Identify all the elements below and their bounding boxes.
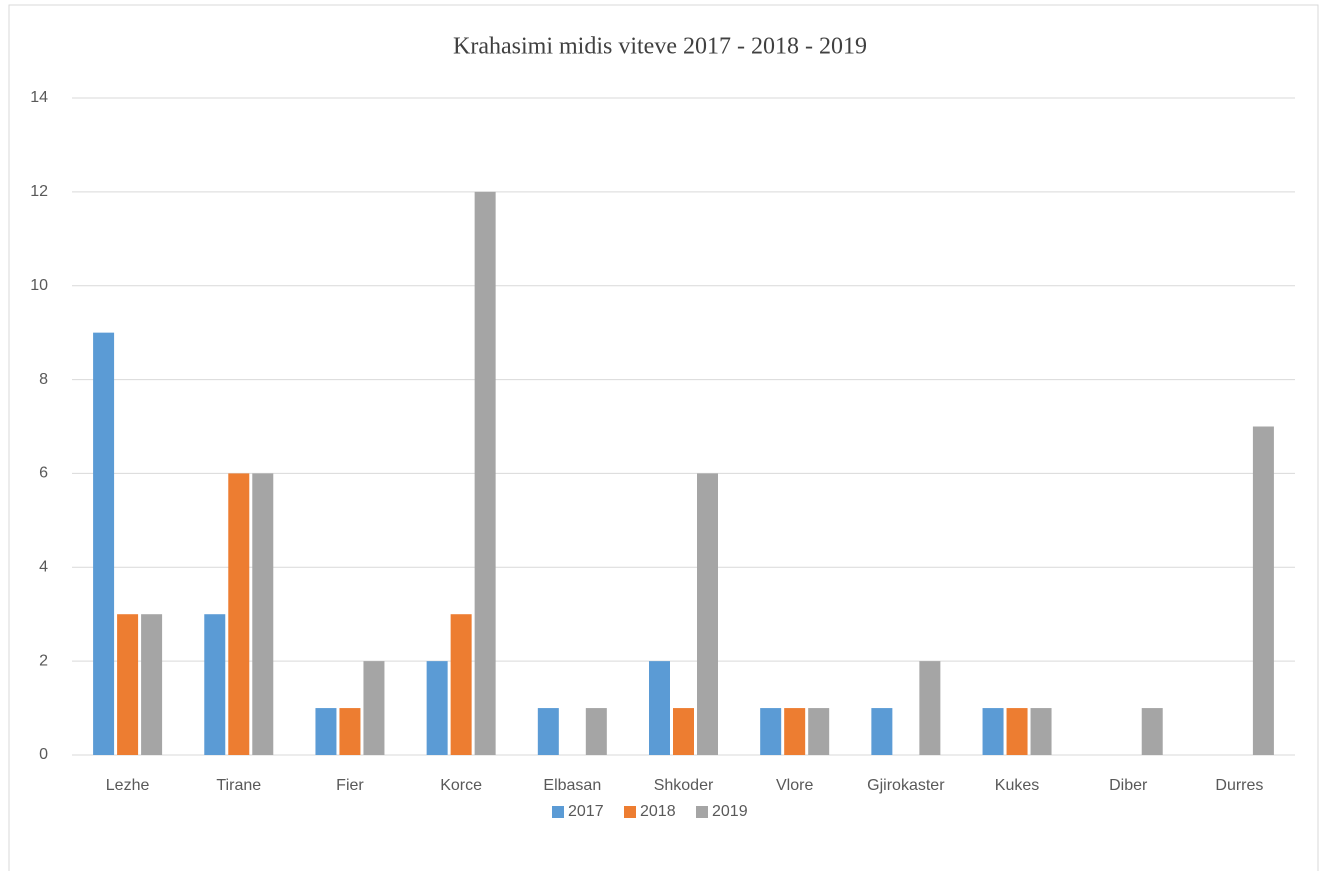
legend-swatch bbox=[552, 806, 564, 818]
y-tick-label: 4 bbox=[39, 559, 48, 576]
x-tick-label: Durres bbox=[1215, 777, 1263, 794]
y-tick-label: 12 bbox=[30, 183, 48, 200]
x-tick-label: Korce bbox=[440, 777, 482, 794]
y-tick-label: 10 bbox=[30, 277, 48, 294]
bar bbox=[537, 708, 559, 755]
y-tick-label: 6 bbox=[39, 465, 48, 482]
bar bbox=[93, 332, 115, 755]
y-tick-label: 2 bbox=[39, 652, 48, 669]
bar bbox=[919, 661, 941, 755]
bar bbox=[339, 708, 361, 755]
bar bbox=[117, 614, 139, 755]
bar bbox=[315, 708, 337, 755]
x-tick-label: Kukes bbox=[995, 777, 1039, 794]
bar bbox=[426, 661, 448, 755]
x-tick-label: Elbasan bbox=[543, 777, 601, 794]
y-tick-label: 14 bbox=[30, 89, 48, 106]
bar bbox=[784, 708, 806, 755]
bar bbox=[252, 473, 274, 755]
legend-label: 2018 bbox=[640, 803, 676, 820]
bar bbox=[474, 191, 496, 755]
bar bbox=[649, 661, 670, 755]
bar bbox=[1141, 708, 1163, 755]
legend-label: 2017 bbox=[568, 803, 604, 820]
y-tick-label: 0 bbox=[39, 746, 48, 763]
x-tick-label: Diber bbox=[1109, 777, 1148, 794]
chart-frame bbox=[8, 4, 1319, 871]
x-tick-label: Tirane bbox=[216, 777, 261, 794]
x-tick-label: Vlore bbox=[776, 777, 813, 794]
x-tick-label: Shkoder bbox=[654, 777, 714, 794]
bar bbox=[1030, 708, 1052, 755]
bar bbox=[204, 614, 226, 755]
bar bbox=[1006, 708, 1028, 755]
bar bbox=[982, 708, 1004, 755]
legend-swatch bbox=[696, 806, 708, 818]
bar bbox=[808, 708, 830, 755]
x-tick-label: Gjirokaster bbox=[867, 777, 945, 794]
chart-title: Krahasimi midis viteve 2017 - 2018 - 201… bbox=[453, 34, 867, 60]
bar bbox=[871, 708, 893, 755]
x-tick-label: Lezhe bbox=[106, 777, 150, 794]
bar bbox=[228, 473, 250, 755]
x-tick-label: Fier bbox=[336, 777, 364, 794]
bar bbox=[141, 614, 163, 755]
bar bbox=[673, 708, 694, 755]
bar bbox=[697, 473, 718, 755]
bar bbox=[363, 661, 385, 755]
legend-label: 2019 bbox=[712, 803, 748, 820]
bar bbox=[450, 614, 472, 755]
bar bbox=[1252, 426, 1274, 755]
legend-swatch bbox=[624, 806, 636, 818]
y-tick-label: 8 bbox=[39, 371, 48, 388]
bar bbox=[760, 708, 782, 755]
bar bbox=[585, 708, 607, 755]
